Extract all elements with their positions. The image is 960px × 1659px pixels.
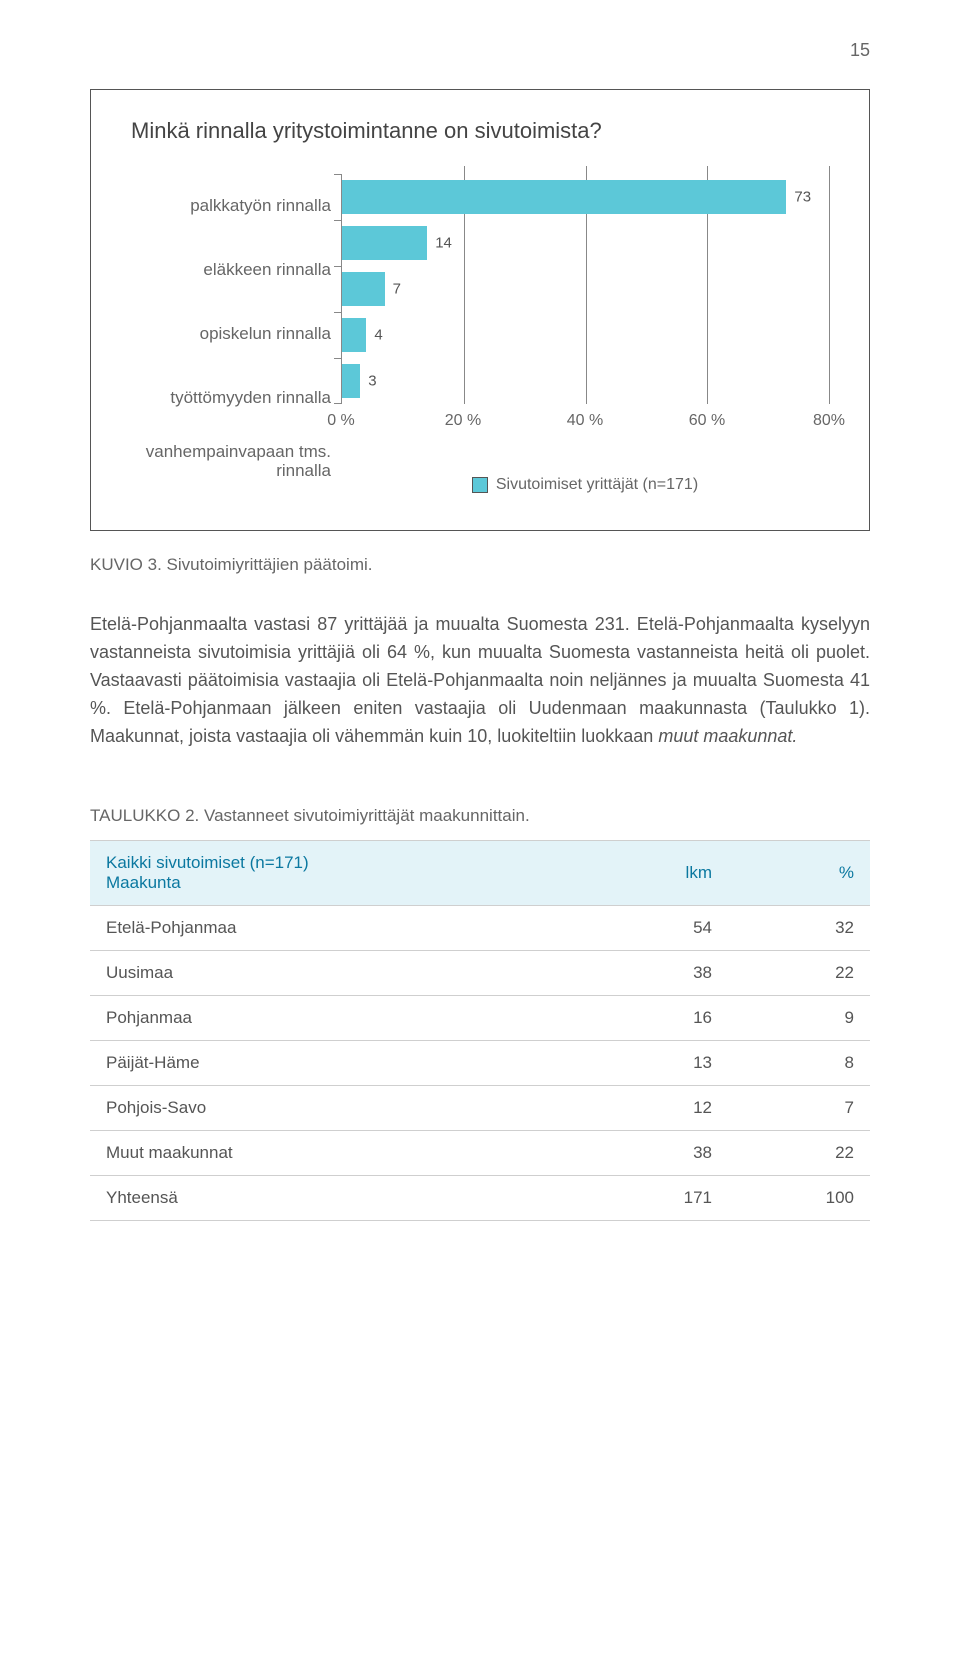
chart-bar: 7 — [342, 272, 385, 306]
chart-bar: 73 — [342, 180, 786, 214]
table-cell-pct: 22 — [728, 951, 870, 996]
chart-title: Minkä rinnalla yritystoimintanne on sivu… — [131, 118, 829, 144]
chart-x-tick: 40 % — [567, 412, 603, 430]
chart-gridline — [829, 166, 830, 404]
table-row: Yhteensä171100 — [90, 1176, 870, 1221]
legend-label: Sivutoimiset yrittäjät (n=171) — [496, 476, 698, 494]
chart-bar: 4 — [342, 318, 366, 352]
table-header-maakunta: Kaikki sivutoimiset (n=171) Maakunta — [90, 841, 586, 906]
table-cell-lkm: 13 — [586, 1041, 728, 1086]
table-row: Muut maakunnat3822 — [90, 1131, 870, 1176]
table-row: Pohjanmaa169 — [90, 996, 870, 1041]
chart-x-axis: 0 %20 %40 %60 %80% — [341, 412, 829, 436]
chart-bar-value: 7 — [393, 281, 401, 298]
table-cell-lkm: 38 — [586, 1131, 728, 1176]
table-cell-pct: 7 — [728, 1086, 870, 1131]
table-cell-name: Yhteensä — [90, 1176, 586, 1221]
table-cell-name: Etelä-Pohjanmaa — [90, 906, 586, 951]
chart-bar-row: 4 — [342, 312, 829, 358]
chart-bar-value: 3 — [368, 373, 376, 390]
document-page: 15 Minkä rinnalla yritystoimintanne on s… — [0, 0, 960, 1281]
chart-plot-inner: 7314743 — [341, 174, 829, 404]
table-cell-name: Pohjanmaa — [90, 996, 586, 1041]
table-cell-name: Päijät-Häme — [90, 1041, 586, 1086]
table-cell-pct: 9 — [728, 996, 870, 1041]
table-row: Pohjois-Savo127 — [90, 1086, 870, 1131]
table-cell-lkm: 54 — [586, 906, 728, 951]
chart-category-label: palkkatyön rinnalla — [131, 183, 331, 229]
chart-category-label: eläkkeen rinnalla — [131, 247, 331, 293]
table-cell-lkm: 38 — [586, 951, 728, 996]
body-paragraph: Etelä-Pohjanmaalta vastasi 87 yrittäjää … — [90, 611, 870, 750]
table-cell-pct: 22 — [728, 1131, 870, 1176]
chart-bar: 14 — [342, 226, 427, 260]
chart-bar-row: 14 — [342, 220, 829, 266]
table-cell-name: Uusimaa — [90, 951, 586, 996]
chart-area: palkkatyön rinnalla eläkkeen rinnalla opis… — [131, 174, 829, 494]
chart-x-tick: 80% — [813, 412, 845, 430]
data-table: Kaikki sivutoimiset (n=171) Maakunta lkm… — [90, 840, 870, 1221]
chart-bar-row: 7 — [342, 266, 829, 312]
chart-caption: KUVIO 3. Sivutoimiyrittäjien päätoimi. — [90, 555, 870, 575]
chart-x-tick: 20 % — [445, 412, 481, 430]
chart-x-tick: 0 % — [327, 412, 355, 430]
table-cell-pct: 8 — [728, 1041, 870, 1086]
chart-bar-row: 3 — [342, 358, 829, 404]
chart-category-label: vanhempainvapaan tms.rinnalla — [131, 439, 331, 485]
chart-bar-row: 73 — [342, 174, 829, 220]
table-cell-name: Pohjois-Savo — [90, 1086, 586, 1131]
chart-bar-value: 14 — [435, 235, 452, 252]
chart-y-labels: palkkatyön rinnalla eläkkeen rinnalla opis… — [131, 174, 341, 494]
chart-bar: 3 — [342, 364, 360, 398]
table-row: Uusimaa3822 — [90, 951, 870, 996]
table-row: Päijät-Häme138 — [90, 1041, 870, 1086]
chart-container: Minkä rinnalla yritystoimintanne on sivu… — [90, 89, 870, 531]
chart-bar-value: 4 — [374, 327, 382, 344]
chart-bar-value: 73 — [794, 189, 811, 206]
table-cell-lkm: 16 — [586, 996, 728, 1041]
table-cell-lkm: 171 — [586, 1176, 728, 1221]
table-cell-pct: 32 — [728, 906, 870, 951]
chart-x-tick: 60 % — [689, 412, 725, 430]
table-header-pct: % — [728, 841, 870, 906]
table-cell-pct: 100 — [728, 1176, 870, 1221]
chart-category-label: työttömyyden rinnalla — [131, 375, 331, 421]
table-cell-name: Muut maakunnat — [90, 1131, 586, 1176]
table-row: Etelä-Pohjanmaa5432 — [90, 906, 870, 951]
chart-legend: Sivutoimiset yrittäjät (n=171) — [341, 476, 829, 494]
table-header-lkm: lkm — [586, 841, 728, 906]
table-title: TAULUKKO 2. Vastanneet sivutoimiyrittäjä… — [90, 806, 870, 826]
table-header-row: Kaikki sivutoimiset (n=171) Maakunta lkm… — [90, 841, 870, 906]
legend-swatch — [472, 477, 488, 493]
table-cell-lkm: 12 — [586, 1086, 728, 1131]
page-number: 15 — [90, 40, 870, 61]
chart-category-label: opiskelun rinnalla — [131, 311, 331, 357]
chart-plot: 7314743 0 %20 %40 %60 %80% Sivutoimiset … — [341, 174, 829, 494]
